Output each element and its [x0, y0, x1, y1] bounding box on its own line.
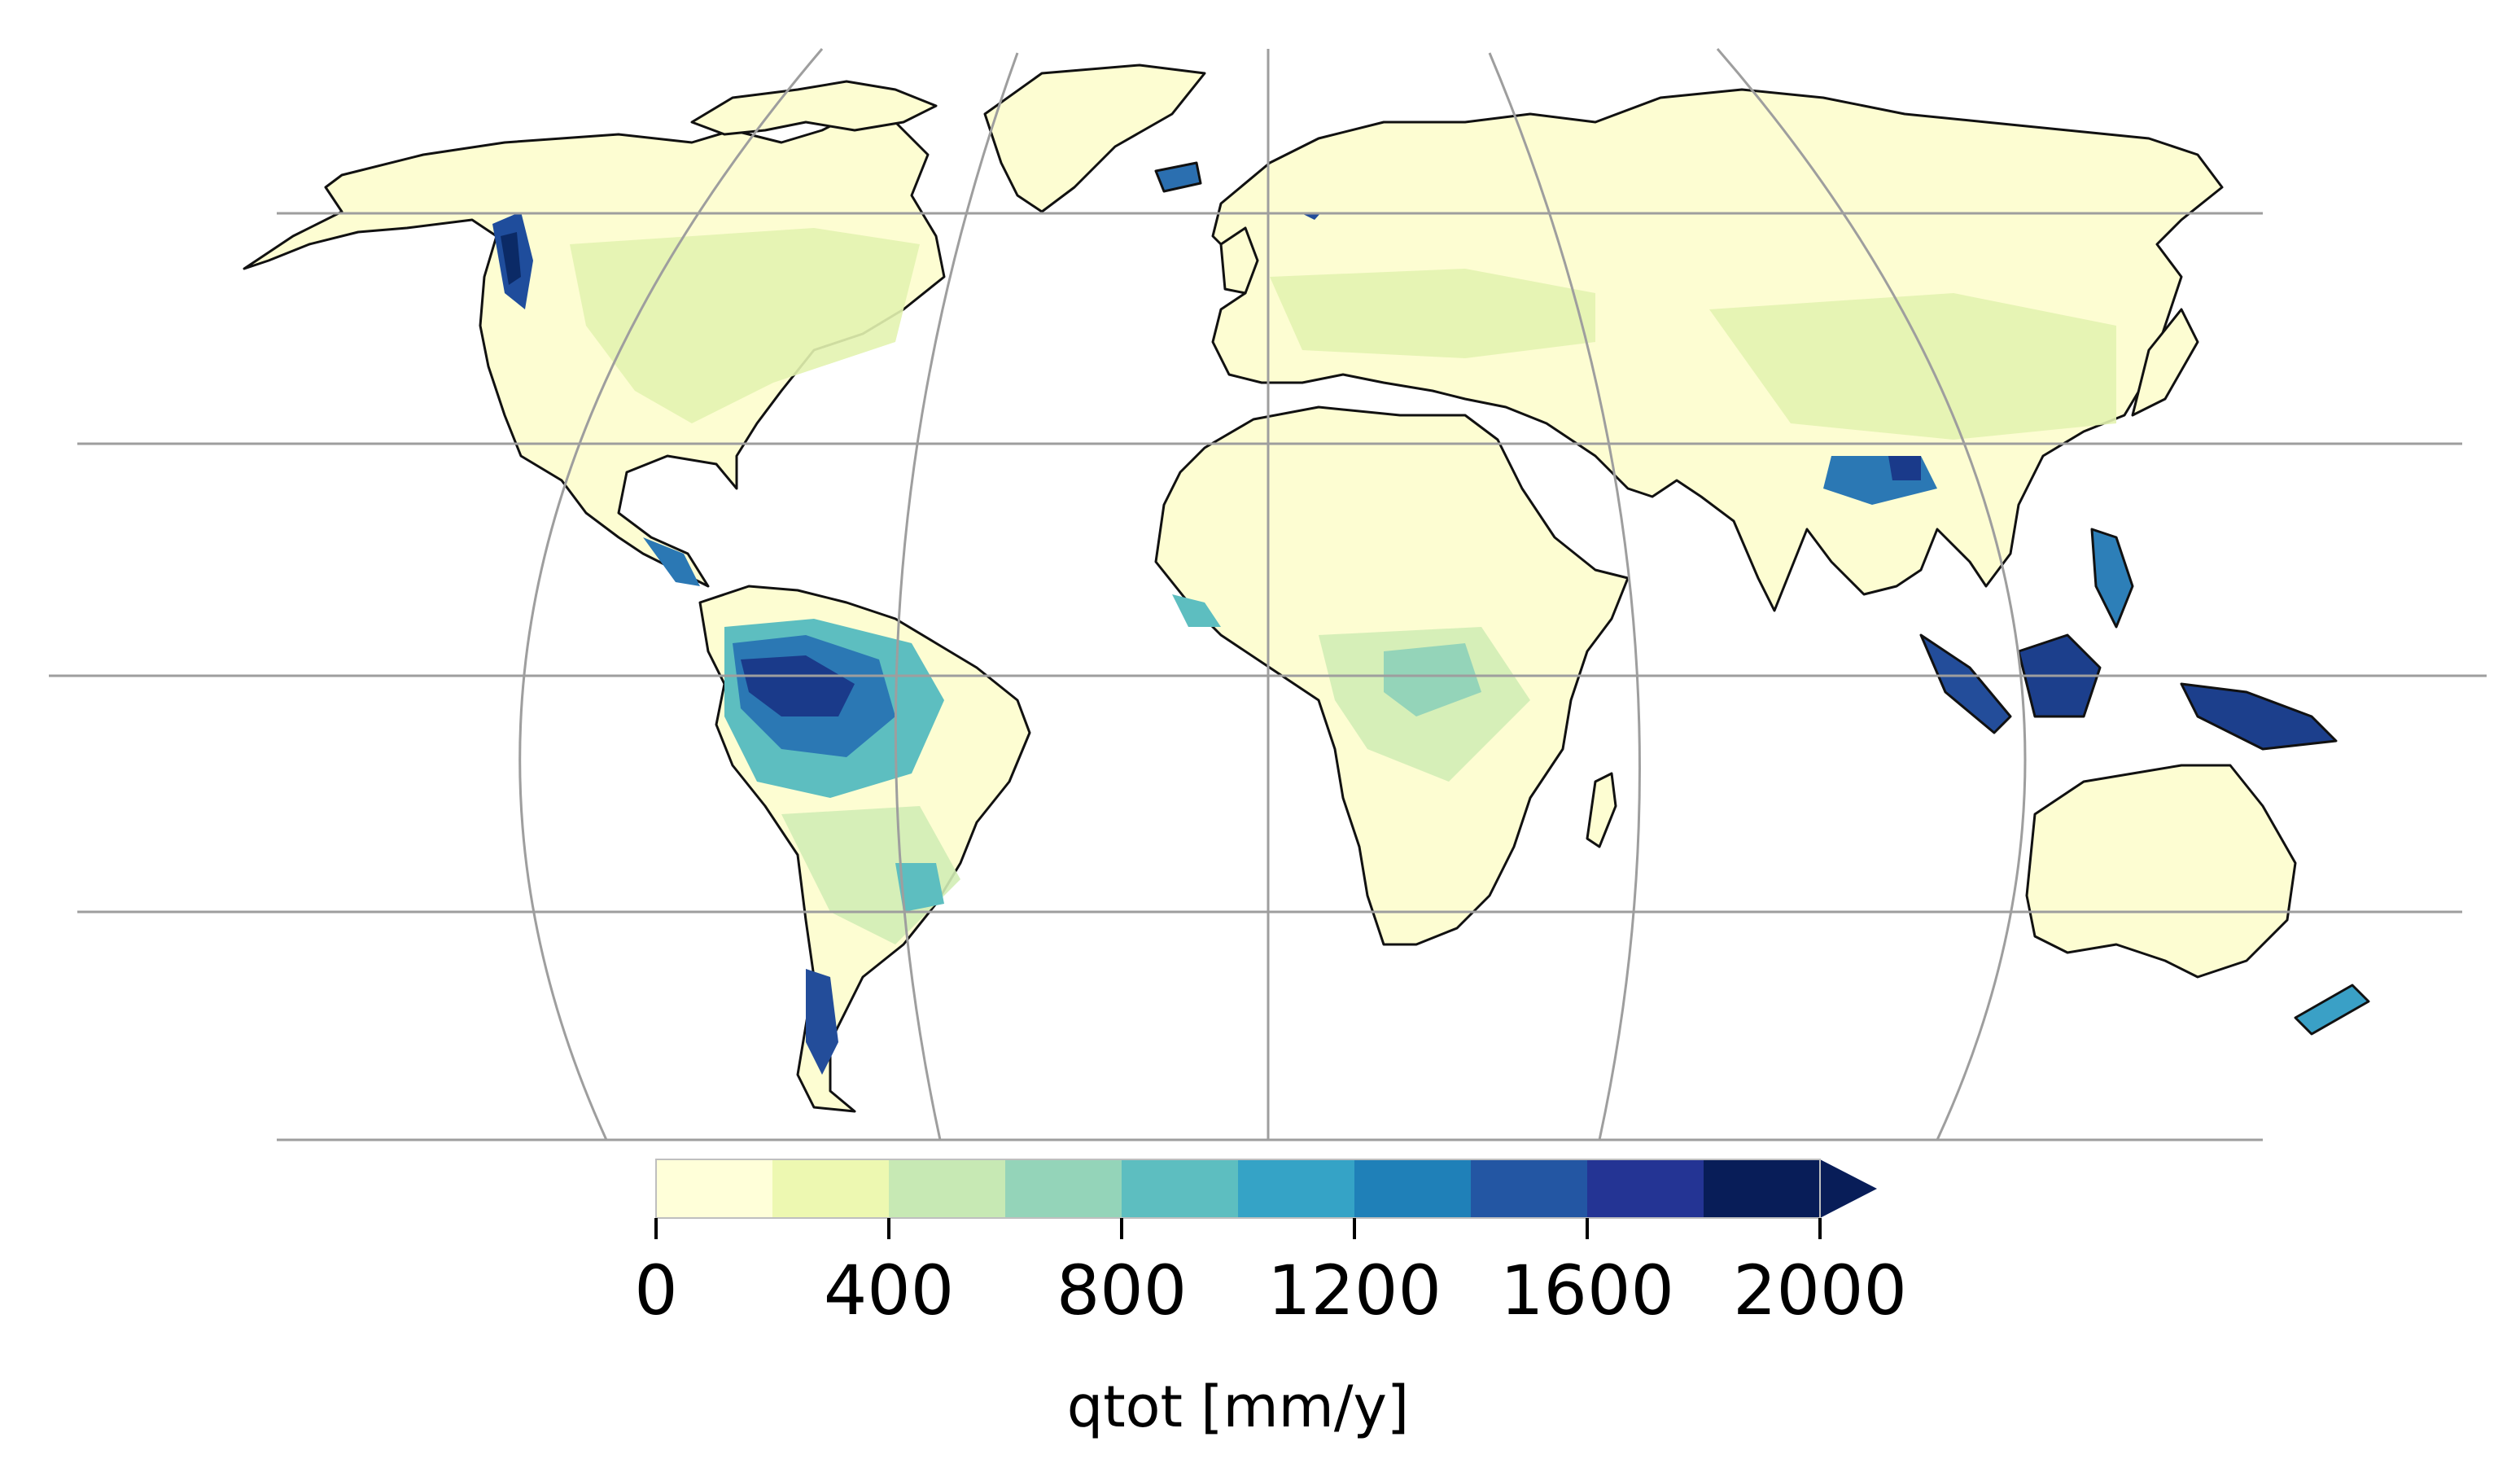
eurasia — [1211, 88, 2224, 612]
runoff-patch — [1384, 643, 1481, 716]
colorbar-tick-label: 0 — [634, 1251, 677, 1330]
graticule — [49, 48, 2487, 1141]
colorbar-frame — [655, 1159, 1821, 1219]
new-zealand — [2294, 984, 2370, 1036]
colorbar-cell — [1587, 1159, 1704, 1218]
runoff-patch — [895, 863, 944, 912]
meridian-60e — [1488, 52, 1641, 1141]
meridian-120e — [1716, 48, 2027, 1141]
iceland — [1154, 161, 1202, 193]
colorbar-cells — [656, 1159, 1821, 1218]
runoff-patch — [741, 655, 855, 716]
colorbar-cell — [1238, 1159, 1355, 1218]
colorbar-cell — [1354, 1159, 1472, 1218]
sumatra — [1919, 633, 2012, 734]
colorbar-cell — [772, 1159, 890, 1218]
colorbar-ticks: 0 400 800 1200 1600 2000 — [634, 1218, 1907, 1330]
runoff-patch — [1172, 594, 1221, 627]
colorbar-tick-label: 800 — [1057, 1251, 1187, 1330]
colorbar-tick-label: 1600 — [1500, 1251, 1674, 1330]
australia — [2025, 764, 2297, 979]
colorbar-cell — [656, 1159, 773, 1218]
colorbar-cell — [1005, 1159, 1122, 1218]
new-guinea — [2180, 682, 2338, 751]
colorbar-cell — [1471, 1159, 1588, 1218]
runoff-patch — [1888, 456, 1921, 480]
philippines — [2090, 528, 2134, 629]
colorbar: 0 400 800 1200 1600 2000 qtot [mm/y] — [634, 1159, 1907, 1440]
meridian-60w — [894, 52, 1019, 1141]
colorbar-tick-label: 400 — [824, 1251, 954, 1330]
colorbar-tick-label: 1200 — [1267, 1251, 1442, 1330]
runoff-patch — [643, 537, 700, 586]
colorbar-extend-arrow — [1820, 1159, 1877, 1218]
colorbar-cell — [1704, 1159, 1821, 1218]
runoff-patch — [1709, 293, 2116, 440]
madagascar — [1586, 772, 1617, 848]
colorbar-cell — [889, 1159, 1006, 1218]
greenland — [983, 64, 1206, 213]
japan — [2131, 308, 2199, 417]
world-map — [49, 48, 2487, 1141]
great-britain — [1219, 226, 1259, 295]
runoff-patch — [1270, 269, 1595, 358]
runoff-patch — [501, 232, 521, 285]
meridian-120w — [518, 48, 824, 1141]
colorbar-label: qtot [mm/y] — [1067, 1374, 1409, 1440]
runoff-patch — [570, 228, 920, 423]
land-layer — [243, 64, 2370, 1113]
runoff-layer — [492, 213, 2116, 1075]
colorbar-tick-label: 2000 — [1733, 1251, 1907, 1330]
runoff-patch — [806, 969, 838, 1075]
colorbar-cell — [1122, 1159, 1239, 1218]
runoff-patch — [781, 806, 960, 944]
